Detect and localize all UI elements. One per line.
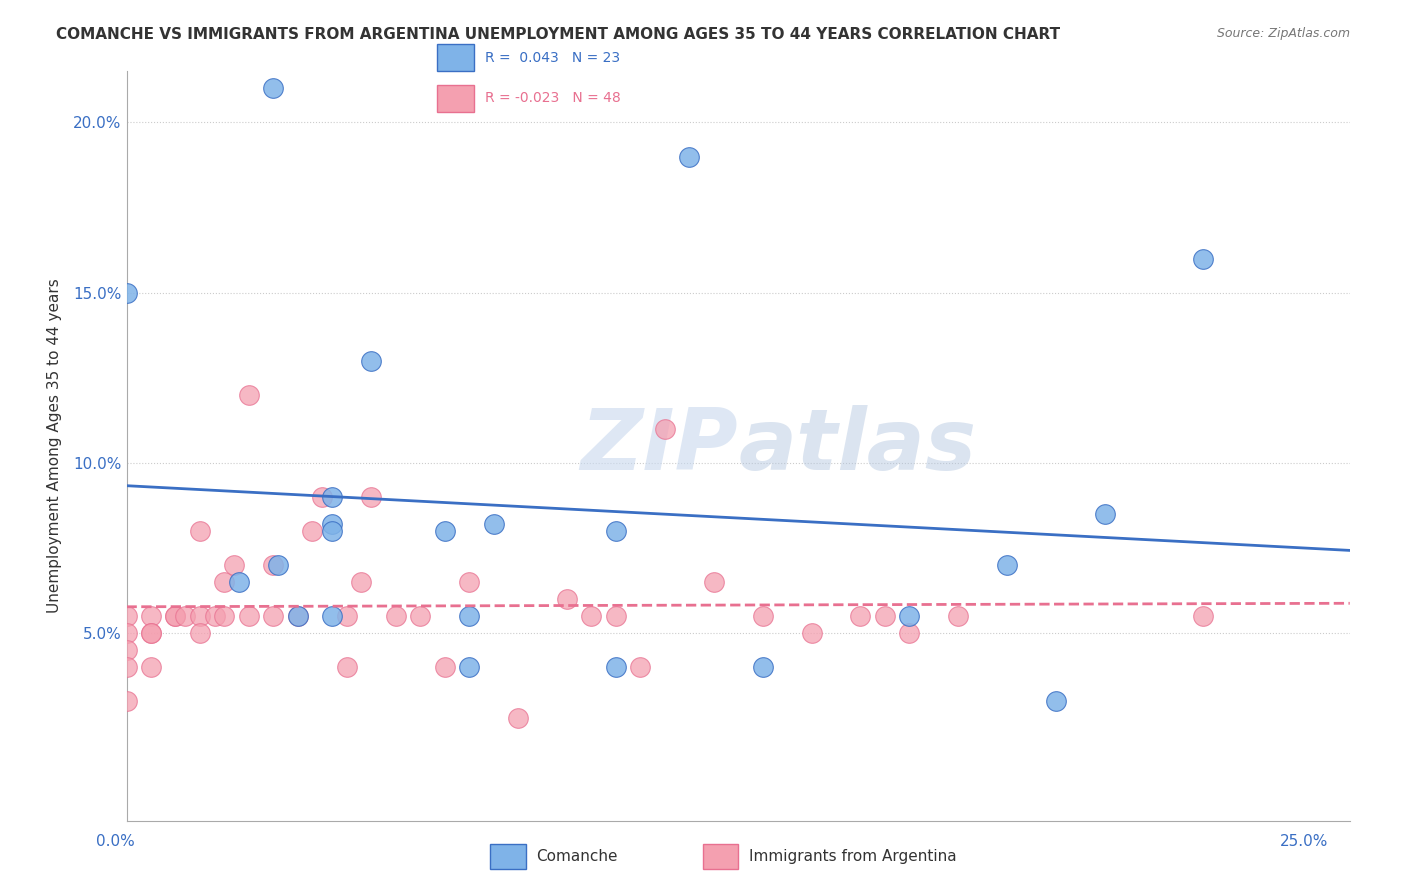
- Point: [482, 517, 505, 532]
- Point: [321, 609, 343, 624]
- Point: [165, 609, 187, 624]
- Point: [115, 694, 138, 708]
- Point: [115, 285, 138, 300]
- Point: [458, 660, 481, 674]
- Point: [849, 609, 872, 624]
- Point: [321, 524, 343, 538]
- Point: [267, 558, 290, 573]
- Point: [898, 626, 921, 640]
- Bar: [437, 85, 474, 112]
- Point: [1192, 609, 1215, 624]
- Point: [433, 660, 456, 674]
- Point: [948, 609, 970, 624]
- Point: [174, 609, 197, 624]
- Point: [506, 711, 529, 725]
- Point: [555, 592, 578, 607]
- Text: Comanche: Comanche: [536, 849, 617, 864]
- Text: ZIP: ZIP: [581, 404, 738, 488]
- Point: [581, 609, 603, 624]
- Point: [751, 660, 773, 674]
- Point: [605, 524, 627, 538]
- Point: [165, 609, 187, 624]
- Point: [1094, 507, 1116, 521]
- Point: [336, 609, 359, 624]
- Text: R = -0.023   N = 48: R = -0.023 N = 48: [485, 91, 621, 105]
- Point: [262, 609, 284, 624]
- Point: [995, 558, 1018, 573]
- Point: [336, 660, 359, 674]
- Point: [238, 388, 260, 402]
- Point: [139, 609, 162, 624]
- Point: [1045, 694, 1067, 708]
- Text: Source: ZipAtlas.com: Source: ZipAtlas.com: [1216, 27, 1350, 40]
- Point: [115, 660, 138, 674]
- Point: [287, 609, 309, 624]
- Point: [360, 354, 382, 368]
- Text: 0.0%: 0.0%: [96, 834, 135, 848]
- Text: R =  0.043   N = 23: R = 0.043 N = 23: [485, 51, 620, 65]
- Point: [321, 517, 343, 532]
- Point: [873, 609, 896, 624]
- Point: [1192, 252, 1215, 266]
- Bar: [491, 844, 526, 869]
- Point: [321, 490, 343, 504]
- Point: [360, 490, 382, 504]
- Point: [139, 626, 162, 640]
- Point: [287, 609, 309, 624]
- Point: [139, 626, 162, 640]
- Point: [605, 660, 627, 674]
- Bar: [703, 844, 738, 869]
- Point: [458, 609, 481, 624]
- Point: [301, 524, 323, 538]
- Point: [262, 558, 284, 573]
- Point: [800, 626, 823, 640]
- Point: [262, 81, 284, 95]
- Point: [115, 643, 138, 657]
- Y-axis label: Unemployment Among Ages 35 to 44 years: Unemployment Among Ages 35 to 44 years: [48, 278, 62, 614]
- Point: [115, 626, 138, 640]
- Text: Immigrants from Argentina: Immigrants from Argentina: [748, 849, 956, 864]
- Point: [188, 626, 211, 640]
- Point: [605, 609, 627, 624]
- Point: [409, 609, 432, 624]
- Point: [214, 609, 236, 624]
- Text: atlas: atlas: [738, 404, 976, 488]
- Point: [458, 575, 481, 590]
- Point: [628, 660, 651, 674]
- Text: 25.0%: 25.0%: [1281, 834, 1329, 848]
- Point: [654, 422, 676, 436]
- Bar: [437, 44, 474, 71]
- Point: [898, 609, 921, 624]
- Point: [703, 575, 725, 590]
- Text: COMANCHE VS IMMIGRANTS FROM ARGENTINA UNEMPLOYMENT AMONG AGES 35 TO 44 YEARS COR: COMANCHE VS IMMIGRANTS FROM ARGENTINA UN…: [56, 27, 1060, 42]
- Point: [139, 660, 162, 674]
- Point: [751, 609, 773, 624]
- Point: [311, 490, 333, 504]
- Point: [384, 609, 406, 624]
- Point: [678, 149, 700, 163]
- Point: [115, 609, 138, 624]
- Point: [214, 575, 236, 590]
- Point: [188, 524, 211, 538]
- Point: [350, 575, 373, 590]
- Point: [433, 524, 456, 538]
- Point: [204, 609, 226, 624]
- Point: [228, 575, 250, 590]
- Point: [238, 609, 260, 624]
- Point: [224, 558, 246, 573]
- Point: [188, 609, 211, 624]
